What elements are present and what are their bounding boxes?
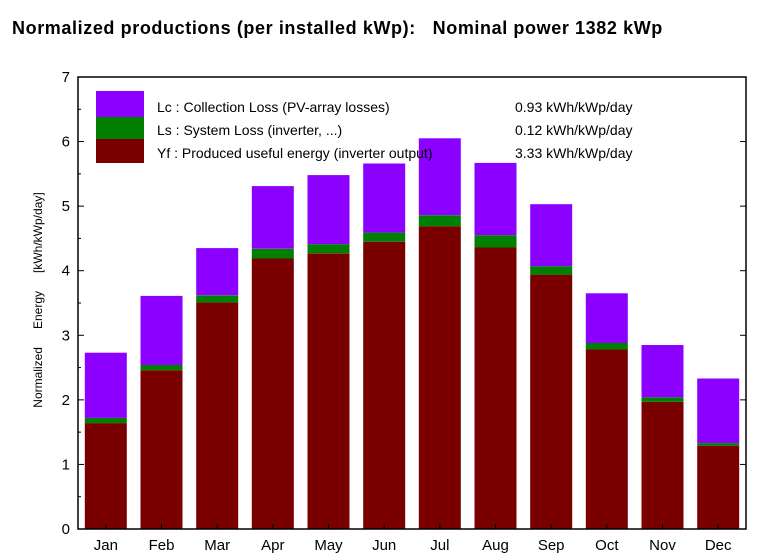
legend-value-0: 0.93 kWh/kWp/day	[515, 99, 633, 115]
bar-may-series-0	[307, 253, 350, 530]
bar-mar-series-2	[196, 248, 239, 296]
y-tick-label: 2	[62, 392, 70, 409]
legend-value-2: 3.33 kWh/kWp/day	[515, 145, 633, 161]
bar-jun-series-1	[363, 232, 406, 242]
bar-nov-series-2	[641, 345, 684, 398]
bar-oct-series-1	[585, 343, 628, 350]
y-axis-label: Normalized Energy [kWh/kWp/day]	[31, 192, 45, 407]
x-tick-label-feb: Feb	[149, 537, 175, 554]
bar-aug-series-0	[474, 247, 517, 529]
x-tick-label-apr: Apr	[261, 537, 284, 554]
x-tick-label-jul: Jul	[430, 537, 449, 554]
y-tick-label: 0	[62, 521, 70, 538]
bar-sep-series-1	[530, 266, 573, 275]
y-axis-label-part: [kWh/kWp/day]	[31, 192, 45, 273]
y-axis-label-part: Normalized	[31, 347, 45, 408]
bar-jun-series-0	[363, 241, 406, 529]
bar-mar-series-1	[196, 295, 239, 303]
bar-sep-series-0	[530, 274, 573, 529]
bar-jan-series-0	[84, 423, 127, 529]
y-axis-label-text: Normalized Energy [kWh/kWp/day]	[31, 192, 45, 407]
legend-swatch-1	[96, 117, 144, 139]
bar-dec-series-2	[697, 378, 740, 444]
x-tick-label-aug: Aug	[482, 537, 509, 554]
x-tick-label-jun: Jun	[372, 537, 396, 554]
bar-jan-series-2	[84, 352, 127, 418]
bar-may-series-2	[307, 175, 350, 245]
y-tick-label: 1	[62, 456, 70, 473]
y-tick-label: 3	[62, 327, 70, 344]
bar-oct-series-0	[585, 349, 628, 529]
legend-value-1: 0.12 kWh/kWp/day	[515, 122, 633, 138]
x-tick-label-jan: Jan	[94, 537, 118, 554]
legend-label-0: Lc : Collection Loss (PV-array losses)	[157, 99, 390, 115]
bar-apr-series-0	[251, 258, 294, 529]
chart-title: Normalized productions (per installed kW…	[12, 18, 663, 38]
y-tick-label: 7	[62, 69, 70, 86]
bar-jun-series-2	[363, 163, 406, 233]
x-tick-label-oct: Oct	[595, 537, 619, 554]
bar-jan-series-1	[84, 417, 127, 424]
legend-label-2: Yf : Produced useful energy (inverter ou…	[157, 145, 432, 161]
bar-apr-series-2	[251, 186, 294, 249]
x-tick-label-dec: Dec	[705, 537, 732, 554]
bar-feb-series-1	[140, 365, 183, 371]
bar-nov-series-1	[641, 397, 684, 402]
y-tick-label: 5	[62, 198, 70, 215]
y-tick-label: 4	[62, 263, 70, 280]
bar-dec-series-1	[697, 443, 740, 446]
bar-feb-series-0	[140, 370, 183, 529]
bar-feb-series-2	[140, 295, 183, 365]
bar-jul-series-1	[418, 215, 461, 227]
bar-dec-series-0	[697, 445, 740, 529]
x-axis: Jan Feb Mar Apr May Jun Jul Aug Sep Oct Nov Dec	[94, 524, 732, 554]
bar-nov-series-0	[641, 401, 684, 529]
legend: Lc : Collection Loss (PV-array losses) 0.…	[96, 91, 633, 163]
bar-jul-series-2	[418, 138, 461, 216]
x-tick-label-sep: Sep	[538, 537, 565, 554]
bar-oct-series-2	[585, 293, 628, 343]
legend-label-1: Ls : System Loss (inverter, ...)	[157, 122, 342, 138]
bar-may-series-1	[307, 244, 350, 254]
x-tick-label-mar: Mar	[204, 537, 230, 554]
bar-apr-series-1	[251, 248, 294, 259]
x-tick-label-may: May	[314, 537, 343, 554]
legend-swatch-0	[96, 91, 144, 117]
x-tick-label-nov: Nov	[649, 537, 676, 554]
y-axis: 0 1 2 3 4 5 6 7	[62, 69, 746, 538]
bars-layer	[84, 138, 740, 530]
y-axis-label-part: Energy	[31, 291, 45, 329]
bar-jul-series-0	[418, 226, 461, 529]
bar-aug-series-1	[474, 235, 517, 248]
bar-aug-series-2	[474, 162, 517, 236]
bar-mar-series-0	[196, 302, 239, 529]
legend-swatch-2	[96, 139, 144, 163]
bar-sep-series-2	[530, 204, 573, 267]
y-tick-label: 6	[62, 134, 70, 151]
